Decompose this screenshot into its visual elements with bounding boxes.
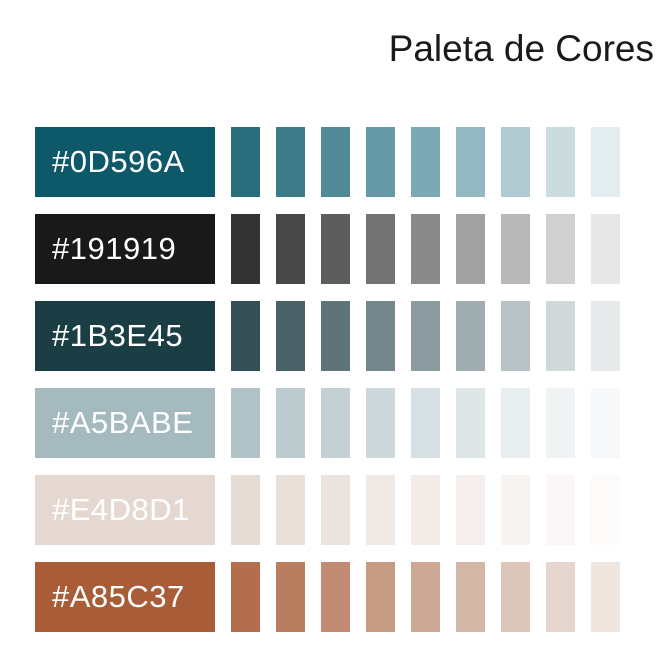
tint-swatch[interactable] (276, 475, 305, 545)
tint-strip (231, 214, 636, 284)
tint-swatch[interactable] (411, 127, 440, 197)
tint-swatch[interactable] (231, 214, 260, 284)
tint-swatch[interactable] (546, 388, 575, 458)
tint-swatch[interactable] (366, 388, 395, 458)
tint-swatch[interactable] (231, 301, 260, 371)
palette-row: #0D596A (35, 127, 636, 197)
tint-swatch[interactable] (411, 301, 440, 371)
tint-strip (231, 127, 636, 197)
tint-swatch[interactable] (366, 562, 395, 632)
base-color-swatch[interactable]: #1B3E45 (35, 301, 215, 371)
tint-swatch[interactable] (591, 301, 620, 371)
tint-swatch[interactable] (366, 127, 395, 197)
tint-swatch[interactable] (591, 475, 620, 545)
tint-strip (231, 562, 636, 632)
tint-swatch[interactable] (231, 388, 260, 458)
tint-swatch[interactable] (501, 562, 530, 632)
palette-row: #1B3E45 (35, 301, 636, 371)
tint-swatch[interactable] (546, 301, 575, 371)
tint-swatch[interactable] (546, 475, 575, 545)
tint-swatch[interactable] (501, 127, 530, 197)
tint-swatch[interactable] (456, 562, 485, 632)
tint-swatch[interactable] (456, 301, 485, 371)
tint-swatch[interactable] (321, 214, 350, 284)
tint-swatch[interactable] (231, 475, 260, 545)
tint-swatch[interactable] (276, 388, 305, 458)
tint-swatch[interactable] (411, 475, 440, 545)
tint-swatch[interactable] (546, 214, 575, 284)
base-color-swatch[interactable]: #191919 (35, 214, 215, 284)
tint-swatch[interactable] (231, 562, 260, 632)
color-palette: #0D596A #191919 #1B3E45 #A5BABE #E4D8D1 #A85C… (35, 127, 636, 649)
tint-swatch[interactable] (366, 214, 395, 284)
tint-swatch[interactable] (411, 214, 440, 284)
tint-swatch[interactable] (591, 388, 620, 458)
page-title: Paleta de Cores (388, 28, 654, 69)
base-color-swatch[interactable]: #E4D8D1 (35, 475, 215, 545)
tint-swatch[interactable] (411, 388, 440, 458)
palette-row: #A85C37 (35, 562, 636, 632)
tint-strip (231, 475, 636, 545)
tint-strip (231, 388, 636, 458)
base-color-swatch[interactable]: #A5BABE (35, 388, 215, 458)
tint-swatch[interactable] (591, 214, 620, 284)
tint-strip (231, 301, 636, 371)
palette-row: #A5BABE (35, 388, 636, 458)
tint-swatch[interactable] (366, 301, 395, 371)
tint-swatch[interactable] (321, 301, 350, 371)
tint-swatch[interactable] (276, 127, 305, 197)
tint-swatch[interactable] (501, 214, 530, 284)
tint-swatch[interactable] (546, 127, 575, 197)
tint-swatch[interactable] (501, 388, 530, 458)
tint-swatch[interactable] (321, 127, 350, 197)
palette-row: #191919 (35, 214, 636, 284)
tint-swatch[interactable] (276, 562, 305, 632)
tint-swatch[interactable] (231, 127, 260, 197)
tint-swatch[interactable] (501, 301, 530, 371)
tint-swatch[interactable] (366, 475, 395, 545)
tint-swatch[interactable] (456, 214, 485, 284)
tint-swatch[interactable] (456, 475, 485, 545)
tint-swatch[interactable] (321, 475, 350, 545)
tint-swatch[interactable] (321, 388, 350, 458)
tint-swatch[interactable] (456, 388, 485, 458)
tint-swatch[interactable] (591, 562, 620, 632)
tint-swatch[interactable] (321, 562, 350, 632)
tint-swatch[interactable] (411, 562, 440, 632)
tint-swatch[interactable] (456, 127, 485, 197)
palette-row: #E4D8D1 (35, 475, 636, 545)
base-color-swatch[interactable]: #0D596A (35, 127, 215, 197)
tint-swatch[interactable] (276, 214, 305, 284)
tint-swatch[interactable] (276, 301, 305, 371)
tint-swatch[interactable] (591, 127, 620, 197)
base-color-swatch[interactable]: #A85C37 (35, 562, 215, 632)
tint-swatch[interactable] (501, 475, 530, 545)
tint-swatch[interactable] (546, 562, 575, 632)
